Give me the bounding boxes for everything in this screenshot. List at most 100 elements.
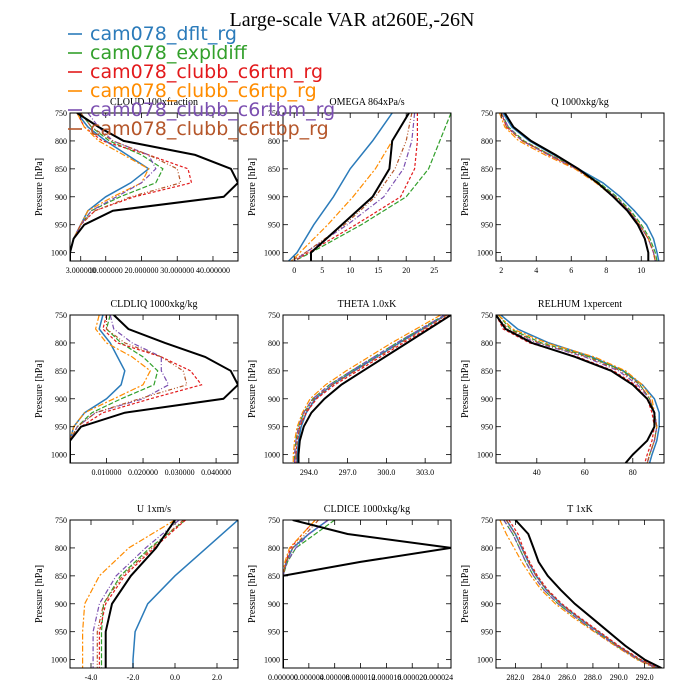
x-tick-label: 0.030000 [165,468,195,477]
series-line-6 [503,113,650,261]
y-tick-label: 750 [481,109,493,118]
y-axis-label: Pressure [hPa] [247,565,258,623]
y-tick-label: 800 [268,137,280,146]
y-tick-label: 850 [55,367,67,376]
y-tick-label: 850 [481,572,493,581]
x-tick-label: 0.000020 [397,673,427,682]
x-tick-label: 3.000000 [66,266,96,275]
x-tick-label: 40 [533,468,541,477]
figure-title: Large-scale VAR at260E,-26N [230,9,475,31]
series-lines [496,315,660,463]
x-tick-label: 282.0 [506,673,524,682]
y-tick-label: 1000 [51,451,67,460]
series-line-1 [294,315,445,463]
series-line-5 [283,520,319,668]
y-tick-label: 1000 [51,249,67,258]
y-tick-label: 750 [268,516,280,525]
series-line-6 [70,113,238,261]
plot-frame [282,519,452,669]
series-lines [498,113,660,261]
panel-title: OMEGA 864xPa/s [329,97,404,108]
series-line-2 [508,520,660,668]
legend-label: cam078_expldiff [90,42,248,64]
panel-6: U 1xm/s 750 800 850 900 950 1000 -4.0 -2.0 0.0 2.0… [34,504,239,682]
x-tick-label: 4 [534,266,538,275]
series-line-0 [505,520,658,668]
x-tick-label: 0 [292,266,296,275]
series-line-3 [70,113,150,261]
y-tick-label: 800 [268,339,280,348]
y-tick-label: 900 [268,193,280,202]
y-tick-label: 750 [55,311,67,320]
series-line-2 [496,315,656,463]
series-line-0 [283,520,329,668]
x-tick-label: 0.010000 [92,468,122,477]
series-line-2 [70,315,203,463]
panel-3: CLDLIQ 1000xkg/kg 750 800 850 900 950 1000 0.01… [34,299,239,477]
y-tick-label: 950 [481,221,493,230]
x-tick-label: 294.0 [300,468,318,477]
x-tick-label: 20.000000 [124,266,158,275]
series-line-3 [283,520,316,668]
y-tick-label: 950 [481,628,493,637]
x-tick-label: 10.000000 [89,266,123,275]
legend-label: cam078_clubb_c6rtbm_rg [90,99,335,121]
y-tick-label: 950 [55,221,67,230]
y-tick-label: 900 [481,395,493,404]
y-tick-label: 950 [481,423,493,432]
panel-title: U 1xm/s [137,504,171,515]
series-line-6 [297,315,451,463]
series-line-1 [100,520,186,668]
x-tick-label: 0.0 [170,673,180,682]
series-line-2 [98,520,186,668]
legend-label: cam078_clubb_c6rtm_rg [90,61,323,83]
y-tick-label: 900 [55,193,67,202]
y-tick-label: 950 [268,628,280,637]
series-line-6 [70,315,238,463]
series-lines [70,113,238,261]
plot-frame [282,314,452,464]
x-tick-label: 20 [402,266,410,275]
x-tick-label: 5 [320,266,324,275]
x-tick-label: 303.0 [416,468,434,477]
y-tick-label: 950 [268,221,280,230]
panel-title: THETA 1.0xK [338,299,397,310]
x-tick-label: 0.040000 [201,468,231,477]
x-tick-label: 10 [346,266,354,275]
y-tick-label: 850 [481,165,493,174]
x-tick-label: 6 [569,266,573,275]
plot-frame [495,314,665,464]
series-line-0 [502,113,660,261]
plot-frame [69,112,239,262]
y-tick-label: 750 [268,109,280,118]
series-line-3 [499,520,656,668]
series-line-4 [70,315,170,463]
x-tick-label: 0.000004 [294,673,324,682]
y-axis-label: Pressure [hPa] [247,158,258,216]
y-tick-label: 750 [268,311,280,320]
x-tick-label: 25 [430,266,438,275]
series-line-6 [283,520,451,668]
y-tick-label: 900 [481,193,493,202]
x-tick-label: 297.0 [339,468,357,477]
y-axis-label: Pressure [hPa] [247,360,258,418]
y-tick-label: 750 [481,311,493,320]
plot-frame [495,112,665,262]
series-line-1 [500,113,658,261]
series-line-1 [283,520,336,668]
x-tick-label: 10 [637,266,645,275]
x-tick-label: 292.0 [636,673,654,682]
panel-1: OMEGA 864xPa/s 750 800 850 900 950 1000 0 5 10 15 2… [247,97,452,275]
y-tick-label: 1000 [477,249,493,258]
series-line-4 [503,520,657,668]
y-axis-label: Pressure [hPa] [460,360,471,418]
y-axis-label: Pressure [hPa] [34,565,45,623]
y-tick-label: 950 [55,423,67,432]
y-tick-label: 800 [481,544,493,553]
x-tick-label: 0.000000 [268,673,298,682]
y-tick-label: 1000 [51,656,67,665]
series-line-2 [283,520,316,668]
series-line-5 [70,113,182,261]
series-line-6 [496,315,656,463]
